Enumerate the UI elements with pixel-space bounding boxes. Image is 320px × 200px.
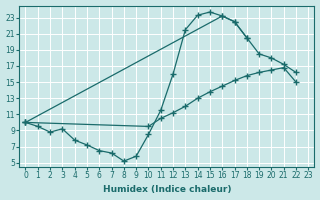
X-axis label: Humidex (Indice chaleur): Humidex (Indice chaleur) (103, 185, 231, 194)
